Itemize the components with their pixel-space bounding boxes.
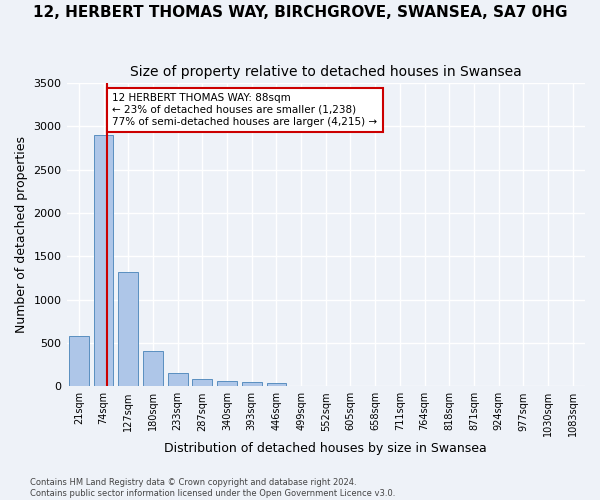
Title: Size of property relative to detached houses in Swansea: Size of property relative to detached ho… bbox=[130, 65, 521, 79]
Bar bbox=[193, 378, 212, 386]
Bar bbox=[242, 382, 262, 386]
Text: 12 HERBERT THOMAS WAY: 88sqm
← 23% of detached houses are smaller (1,238)
77% of: 12 HERBERT THOMAS WAY: 88sqm ← 23% of de… bbox=[112, 94, 377, 126]
Bar bbox=[217, 381, 237, 386]
Text: Contains HM Land Registry data © Crown copyright and database right 2024.
Contai: Contains HM Land Registry data © Crown c… bbox=[30, 478, 395, 498]
X-axis label: Distribution of detached houses by size in Swansea: Distribution of detached houses by size … bbox=[164, 442, 487, 455]
Bar bbox=[168, 373, 188, 386]
Y-axis label: Number of detached properties: Number of detached properties bbox=[15, 136, 28, 333]
Bar bbox=[118, 272, 138, 386]
Bar bbox=[94, 135, 113, 386]
Bar bbox=[266, 383, 286, 386]
Text: 12, HERBERT THOMAS WAY, BIRCHGROVE, SWANSEA, SA7 0HG: 12, HERBERT THOMAS WAY, BIRCHGROVE, SWAN… bbox=[33, 5, 567, 20]
Bar bbox=[143, 351, 163, 386]
Bar bbox=[69, 336, 89, 386]
